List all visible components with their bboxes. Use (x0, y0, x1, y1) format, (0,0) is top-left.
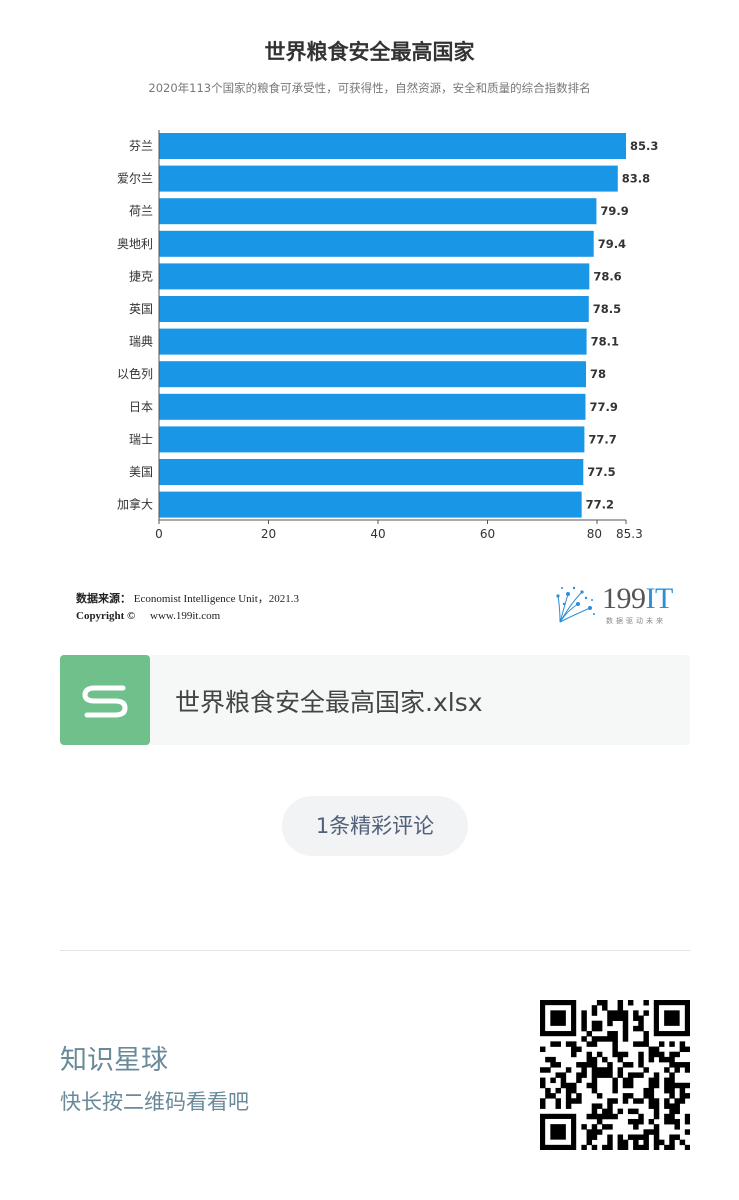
footer-subtitle: 快长按二维码看看吧 (60, 1090, 249, 1114)
data-label: 77.5 (587, 465, 615, 479)
y-tick-label: 加拿大 (117, 497, 153, 512)
data-label: 78.6 (593, 269, 621, 283)
data-label: 78 (590, 367, 606, 381)
data-label: 85.3 (630, 139, 658, 153)
bar (159, 426, 585, 453)
y-tick-label: 瑞士 (129, 432, 153, 446)
copyright-label: Copyright © (76, 610, 136, 622)
file-name: 世界粮食安全最高国家.xlsx (175, 688, 483, 717)
y-tick-label: 日本 (129, 400, 153, 414)
y-tick-label: 以色列 (117, 367, 153, 381)
x-tick-label: 20 (261, 527, 276, 541)
chart-subtitle: 2020年113个国家的粮食可承受性，可获得性，自然资源，安全和质量的综合指数排… (148, 81, 591, 95)
data-label: 78.1 (591, 335, 619, 349)
bar (159, 361, 587, 388)
logo-number: 199 (602, 582, 646, 615)
bar (159, 459, 584, 485)
x-tick-label: 60 (480, 527, 495, 541)
y-tick-label: 英国 (129, 302, 153, 316)
data-label: 77.7 (588, 432, 616, 446)
y-tick-label: 美国 (129, 465, 153, 479)
spreadsheet-s-icon (60, 655, 150, 745)
bar (159, 263, 590, 290)
logo-tagline: 数据驱动未来 (606, 617, 666, 625)
chart-title: 世界粮食安全最高国家 (264, 40, 475, 64)
logo-text: 199IT (602, 582, 673, 616)
x-tick-label: 40 (370, 527, 385, 541)
y-tick-label: 荷兰 (129, 204, 153, 218)
source-text: Economist Intelligence Unit，2021.3 (133, 593, 300, 605)
data-label: 78.5 (593, 302, 621, 316)
data-label: 77.9 (589, 400, 617, 414)
qr-code-icon[interactable] (540, 1000, 690, 1150)
bar (159, 393, 586, 420)
y-tick-label: 瑞典 (129, 335, 153, 349)
data-label: 83.8 (622, 172, 650, 186)
file-attachment-card[interactable]: 世界粮食安全最高国家.xlsx (60, 655, 690, 745)
bar (159, 230, 594, 257)
data-source: 数据来源： Economist Intelligence Unit，2021.3 (76, 590, 299, 606)
y-tick-label: 芬兰 (129, 139, 153, 153)
footer-title: 知识星球 (60, 1045, 168, 1076)
data-label: 79.9 (600, 204, 628, 218)
divider (60, 950, 690, 951)
copyright: Copyright © www.199it.com (76, 610, 220, 622)
source-label: 数据来源： (76, 593, 131, 605)
bar-chart: 芬兰 85.3 爱尔兰 83.8 荷兰 79.9 奥地利 79.4 捷克 78.6 英国 78.5 瑞典… (117, 130, 658, 541)
data-label: 79.4 (598, 237, 626, 251)
bar (159, 165, 618, 192)
bar (159, 491, 582, 518)
x-tick-label: 0 (155, 527, 163, 541)
website-link: www.199it.com (150, 610, 221, 622)
x-tick-label: 85.3 (616, 527, 643, 541)
brand-logo: 199IT 数据驱动未来 (554, 582, 684, 628)
data-label: 77.2 (586, 498, 614, 512)
comments-button[interactable]: 1条精彩评论 (282, 796, 468, 856)
x-tick-label: 80 (587, 527, 602, 541)
bar (159, 296, 589, 322)
y-tick-label: 奥地利 (117, 237, 153, 251)
bar (159, 198, 597, 225)
bar (159, 328, 587, 355)
bar (159, 133, 626, 159)
dandelion-logo-icon (556, 586, 595, 623)
y-tick-label: 爱尔兰 (117, 171, 153, 186)
logo-it: IT (645, 582, 674, 615)
y-tick-label: 捷克 (129, 269, 153, 283)
